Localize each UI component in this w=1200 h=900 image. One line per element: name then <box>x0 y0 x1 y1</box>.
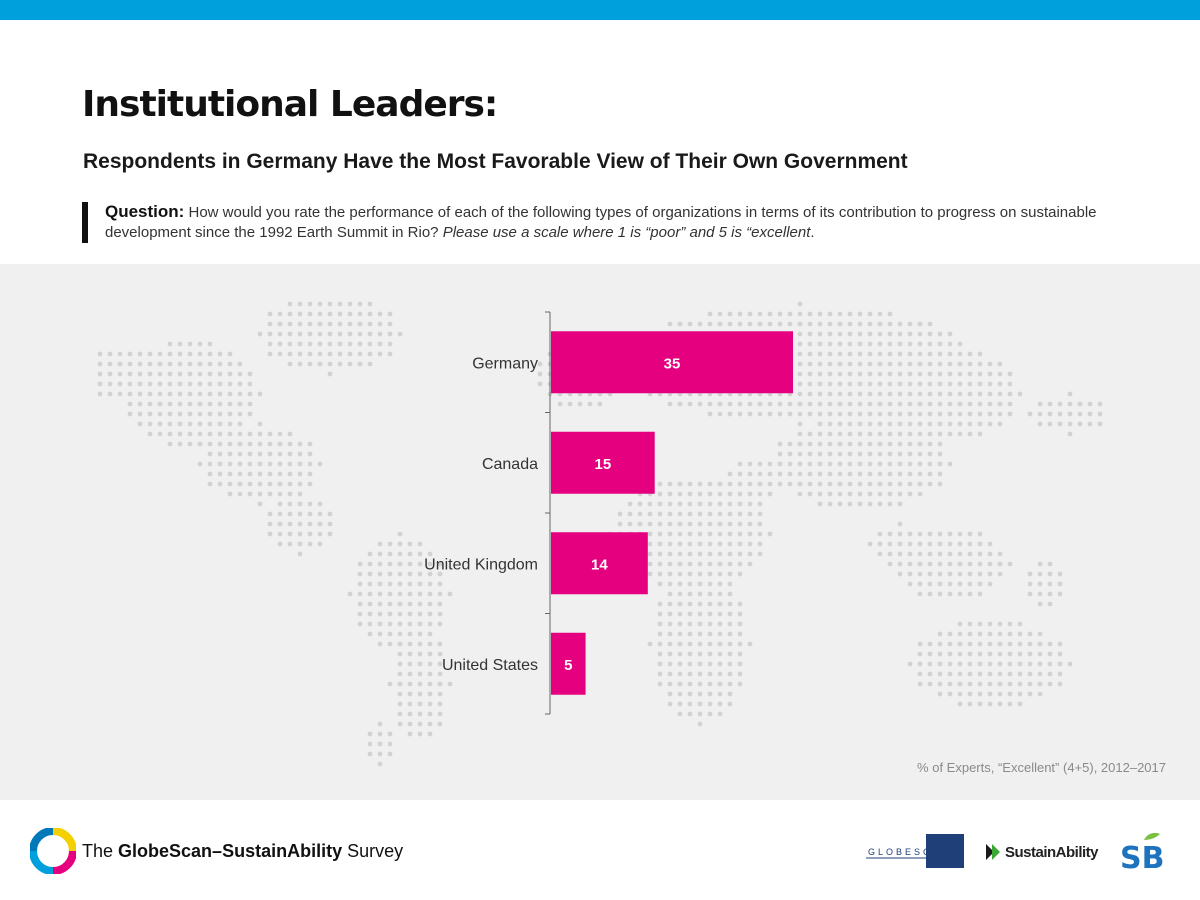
sb-logo: SB <box>1120 832 1164 872</box>
question-label: Question: <box>105 202 185 221</box>
globescan-sustainability-survey-logo-icon <box>30 828 76 874</box>
survey-brand: GlobeScan–SustainAbility <box>118 841 343 861</box>
bar-united-states <box>551 632 586 695</box>
page-subtitle: Respondents in Germany Have the Most Fav… <box>83 150 908 173</box>
page-title: Institutional Leaders: <box>82 84 498 125</box>
survey-prefix: The <box>82 841 119 861</box>
category-label: Germany <box>472 355 538 372</box>
question-block: Question: How would you rate the perform… <box>82 202 1145 243</box>
question-text: How would you rate the performance of ea… <box>105 204 1097 241</box>
globescan-logo-text: GLOBESCAN <box>868 847 951 857</box>
value-label: 35 <box>664 355 681 372</box>
globescan-logo: GLOBESCAN <box>866 834 964 868</box>
bar-canada <box>551 431 655 494</box>
value-label: 5 <box>564 657 572 674</box>
bar-chart: Germany 35 Canada 15 United Kingdom 14 United … <box>424 311 793 715</box>
sustainability-logo: SustainAbility <box>985 843 1099 861</box>
category-label: Canada <box>482 456 538 473</box>
sustainability-logo-text: SustainAbility <box>1005 843 1099 861</box>
sustainability-chevron-icon <box>986 844 1000 860</box>
bar-united-kingdom <box>551 532 648 595</box>
sb-logo-text: SB <box>1120 841 1164 872</box>
value-label: 14 <box>591 556 608 573</box>
value-label: 15 <box>595 456 612 473</box>
survey-name: The GlobeScan–SustainAbility Survey <box>82 841 403 862</box>
category-label: United Kingdom <box>424 556 538 573</box>
chart-note: % of Experts, “Excellent” (4+5), 2012–20… <box>917 760 1166 775</box>
bar-germany <box>551 331 793 394</box>
question-scale-text: Please use a scale where 1 is “poor” and… <box>442 224 811 241</box>
question-end: . <box>810 224 815 241</box>
survey-suffix: Survey <box>342 841 404 861</box>
category-label: United States <box>442 657 538 674</box>
top-accent-bar <box>0 0 1200 20</box>
